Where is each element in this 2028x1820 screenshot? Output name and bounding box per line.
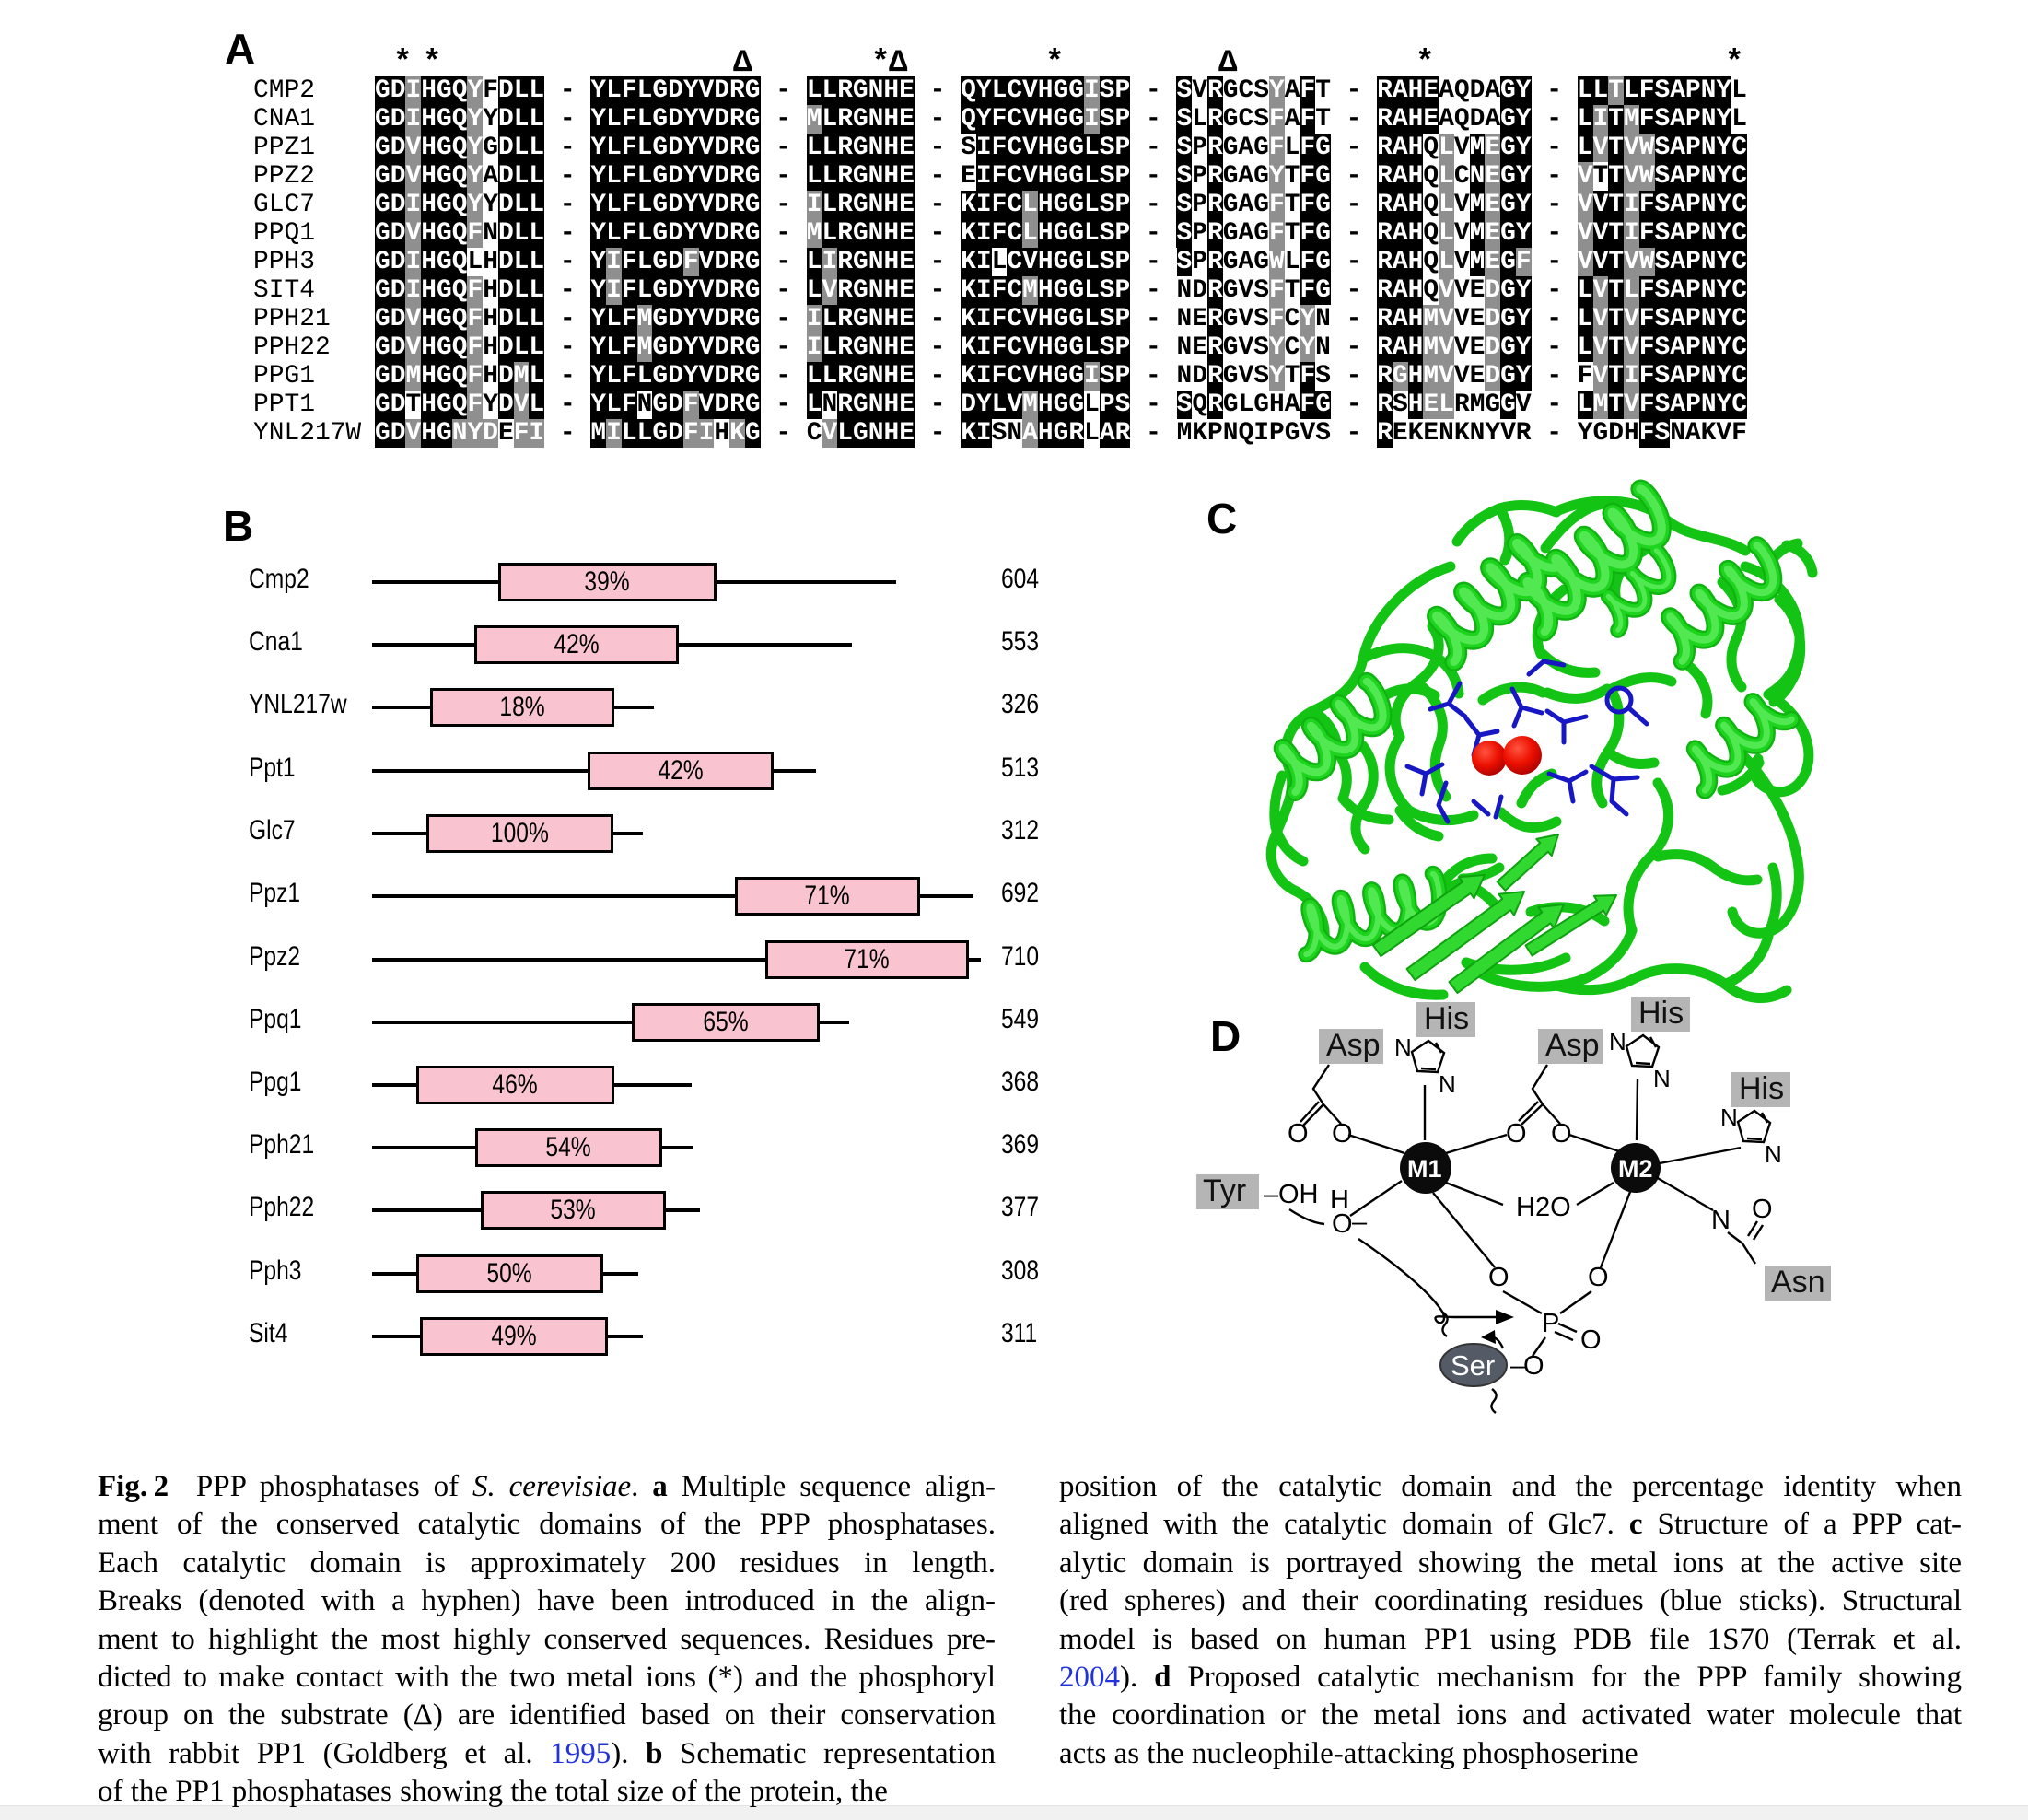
svg-text:N: N: [1394, 1033, 1412, 1061]
svg-text:M2: M2: [1618, 1155, 1653, 1183]
svg-text:OH: OH: [1278, 1180, 1319, 1209]
svg-text:His: His: [1739, 1071, 1784, 1106]
svg-text:O: O: [1523, 1351, 1544, 1381]
svg-text:H: H: [1330, 1185, 1349, 1215]
svg-text:Asn: Asn: [1771, 1265, 1825, 1300]
svg-text:O: O: [1332, 1119, 1353, 1149]
svg-text:O: O: [1551, 1119, 1572, 1149]
svg-text:N: N: [1720, 1103, 1738, 1131]
svg-text:–: –: [1352, 1208, 1368, 1237]
svg-text:O: O: [1288, 1119, 1309, 1149]
svg-text:N: N: [1653, 1065, 1671, 1092]
svg-text:O: O: [1332, 1209, 1353, 1239]
svg-text:N: N: [1609, 1028, 1626, 1056]
svg-text:O: O: [1506, 1119, 1527, 1149]
svg-text:Asp: Asp: [1545, 1028, 1600, 1063]
svg-text:Ser: Ser: [1451, 1349, 1495, 1382]
svg-text:N: N: [1711, 1206, 1731, 1235]
svg-text:O: O: [1588, 1263, 1609, 1292]
svg-text:H2O: H2O: [1516, 1193, 1571, 1222]
svg-text:O: O: [1752, 1195, 1773, 1224]
svg-text:His: His: [1638, 996, 1684, 1031]
svg-text:N: N: [1765, 1140, 1782, 1168]
svg-text:O: O: [1488, 1263, 1509, 1292]
svg-text:N: N: [1439, 1070, 1456, 1098]
svg-text:–: –: [1510, 1351, 1526, 1381]
svg-text:–: –: [1264, 1180, 1279, 1209]
svg-text:Tyr: Tyr: [1203, 1173, 1246, 1208]
svg-text:M1: M1: [1407, 1155, 1442, 1183]
svg-text:His: His: [1424, 1001, 1469, 1036]
svg-text:O: O: [1580, 1325, 1602, 1355]
svg-text:Asp: Asp: [1326, 1028, 1381, 1063]
